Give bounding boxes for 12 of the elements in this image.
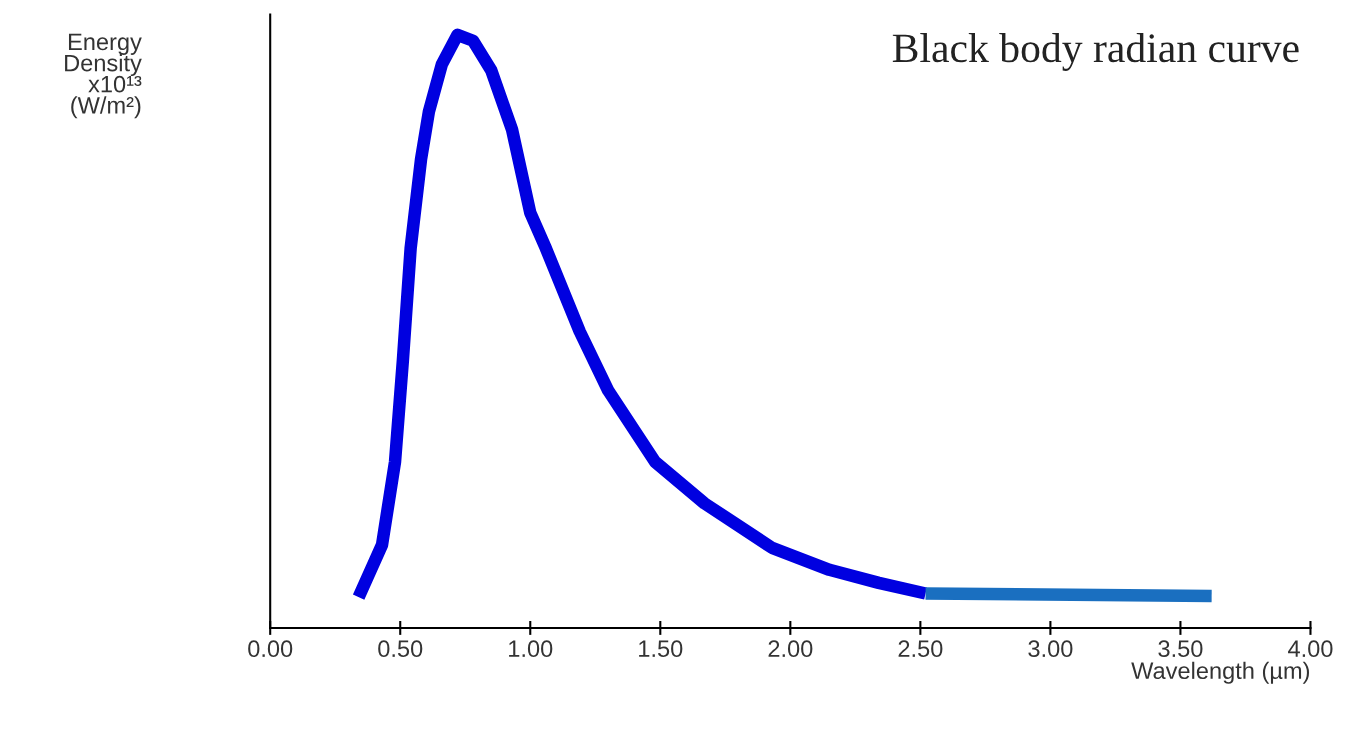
x-tick-label: 3.50: [1158, 640, 1203, 658]
x-tick-label: 0.00: [248, 640, 293, 658]
x-tick-label: 2.00: [768, 640, 813, 658]
x-tick-label: 0.50: [378, 640, 423, 658]
chart-title: Black body radian curve: [892, 33, 1299, 71]
y-axis-title: Energy Density x10¹³ (W/m²): [65, 33, 142, 119]
x-tick-label: 1.50: [639, 640, 683, 658]
x-tick-label: 4.00: [1288, 640, 1333, 658]
x-tick-label: 3.00: [1028, 640, 1073, 658]
x-tick-label: 2.50: [898, 640, 943, 658]
x-tick-label: 1.00: [509, 640, 553, 658]
x-axis-title: Wavelength (µm): [1131, 661, 1310, 684]
